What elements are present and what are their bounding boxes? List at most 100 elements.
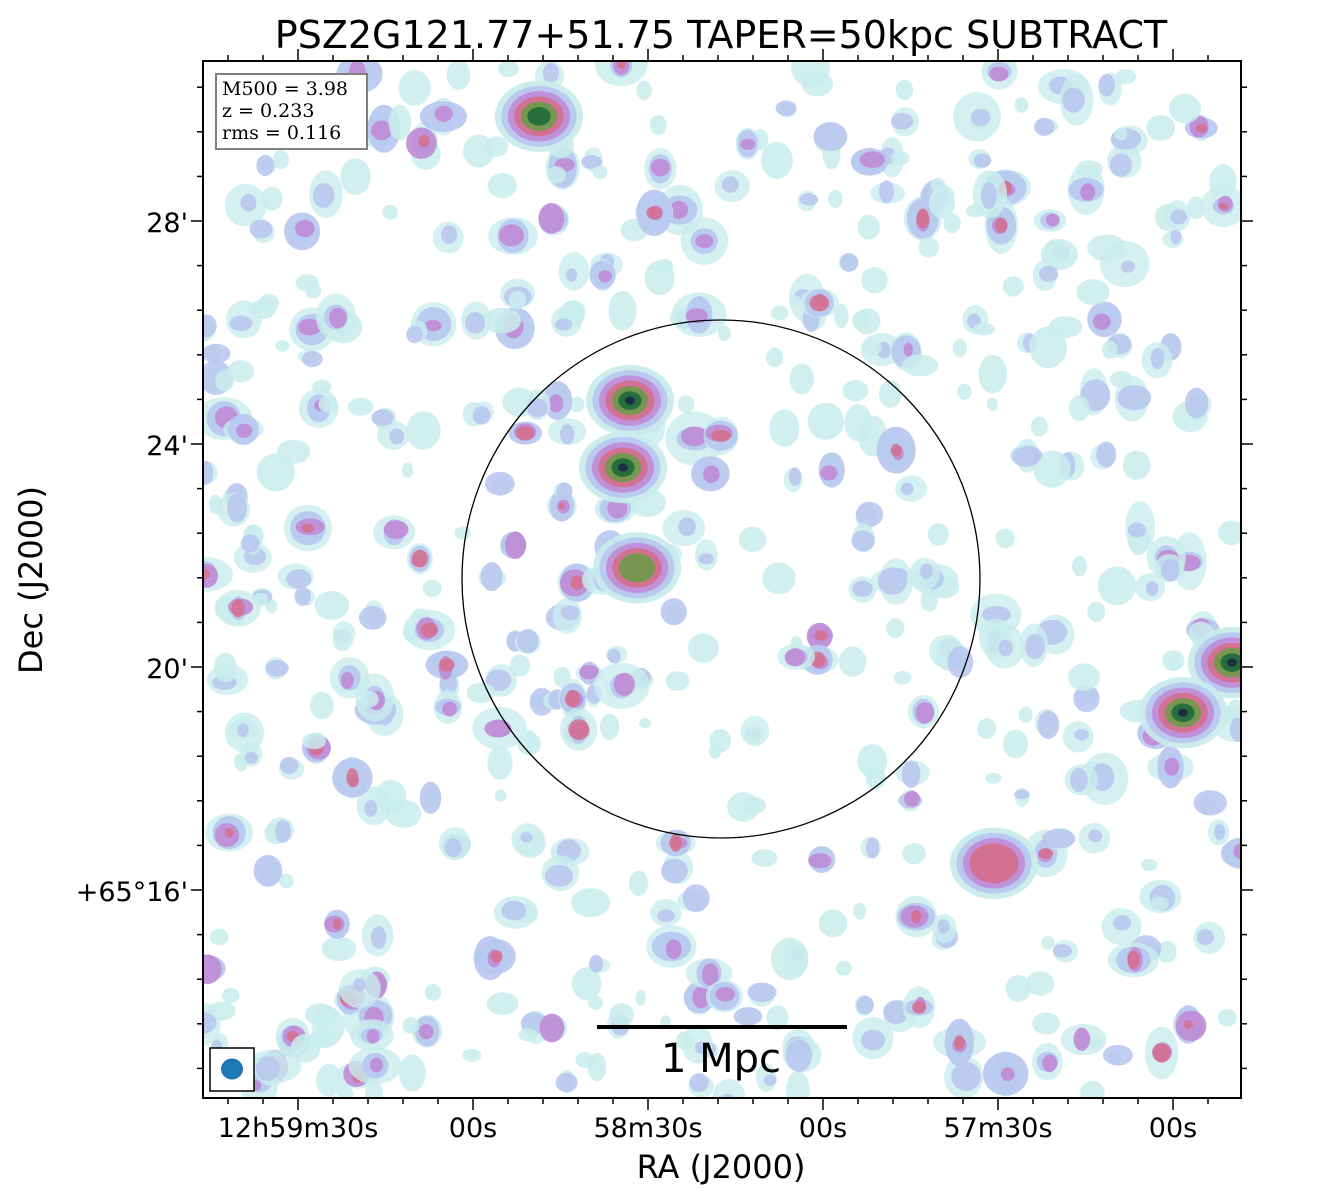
noise-blob	[842, 379, 869, 402]
noise-blob	[985, 772, 1002, 784]
noise-blob	[786, 1070, 810, 1098]
noise-blob	[855, 501, 884, 527]
noise-blob	[1150, 896, 1169, 911]
noise-blob	[213, 652, 238, 683]
noise-blob	[900, 482, 914, 495]
noise-blob	[920, 588, 938, 612]
noise-blob	[1197, 929, 1214, 946]
noise-blob	[835, 960, 852, 976]
noise-blob	[669, 200, 689, 219]
noise-blob	[616, 61, 626, 69]
noise-blob	[918, 237, 939, 258]
noise-blob	[346, 768, 359, 788]
noise-blob	[915, 702, 935, 724]
noise-blob	[893, 671, 912, 685]
noise-blob	[886, 618, 905, 638]
info-box-frame	[215, 73, 368, 150]
noise-blob	[954, 1035, 965, 1050]
noise-blob	[518, 1028, 538, 1042]
noise-blob	[1193, 790, 1227, 816]
noise-blob	[444, 838, 462, 858]
noise-blob	[366, 1028, 380, 1044]
noise-blob	[859, 151, 885, 168]
noise-blob	[857, 214, 880, 240]
noise-blob	[733, 1007, 763, 1026]
noise-blob	[542, 63, 560, 83]
noise-blob	[340, 158, 371, 196]
noise-blob	[751, 849, 778, 867]
noise-blob	[1146, 581, 1159, 597]
noise-blob	[575, 1052, 595, 1068]
noise-blob	[877, 567, 908, 595]
chart-title: PSZ2G121.77+51.75 TAPER=50kpc SUBTRACT	[275, 13, 1168, 57]
noise-blob	[568, 719, 590, 740]
noise-blob	[775, 100, 797, 117]
noise-blob	[904, 790, 920, 807]
noise-blob	[965, 204, 985, 218]
noise-blob	[1034, 117, 1055, 136]
noise-blob	[1000, 1067, 1015, 1082]
noise-blob	[856, 995, 874, 1015]
noise-blob	[295, 219, 315, 238]
noise-blob	[740, 138, 756, 150]
noise-blob	[446, 61, 471, 90]
noise-blob	[635, 989, 646, 1006]
noise-blob	[509, 654, 531, 677]
noise-blob	[1003, 729, 1028, 759]
noise-blob	[711, 429, 731, 442]
noise-blob	[1046, 213, 1060, 227]
x-tick-label: 00s	[449, 1113, 497, 1144]
noise-blob	[766, 1005, 789, 1031]
noise-blob	[853, 902, 867, 920]
noise-blob	[389, 428, 404, 445]
noise-blob	[1038, 265, 1059, 282]
noise-blob	[286, 569, 312, 589]
noise-blob	[980, 182, 997, 210]
source-central-north-lower	[618, 463, 628, 472]
noise-blob	[548, 394, 564, 413]
noise-blob	[501, 900, 527, 921]
noise-blob	[789, 363, 815, 395]
noise-blob	[466, 682, 496, 704]
noise-blob	[657, 909, 675, 923]
noise-blob	[1097, 566, 1137, 606]
noise-blob	[517, 628, 539, 654]
noise-blob	[215, 369, 235, 392]
noise-blob	[789, 295, 802, 307]
noise-blob	[411, 549, 429, 568]
noise-blob	[538, 203, 565, 234]
noise-blob	[665, 671, 690, 691]
noise-blob	[318, 396, 339, 413]
noise-blob	[498, 61, 519, 78]
noise-blob	[364, 799, 378, 817]
noise-blob	[911, 910, 922, 924]
noise-blob	[1183, 1020, 1193, 1029]
noise-blob	[305, 282, 322, 299]
noise-blob	[1195, 123, 1208, 133]
noise-blob	[818, 909, 848, 938]
noise-blob	[1187, 196, 1205, 220]
noise-blob	[321, 936, 357, 962]
noise-blob	[636, 80, 652, 101]
noise-blob	[301, 523, 315, 533]
noise-blob	[669, 834, 682, 852]
noise-blob	[418, 1024, 434, 1040]
noise-blob	[813, 122, 848, 151]
noise-blob	[930, 177, 946, 195]
y-tick-label: 20'	[146, 654, 188, 685]
noise-blob	[952, 338, 967, 358]
x-tick-label: 57m30s	[943, 1113, 1052, 1144]
noise-blob	[1033, 450, 1071, 488]
noise-blob	[661, 858, 688, 884]
noise-blob	[1012, 446, 1041, 467]
x-axis-label: RA (J2000)	[637, 1148, 806, 1186]
noise-blob	[1052, 944, 1072, 958]
noise-blob	[316, 1063, 343, 1097]
noise-blob	[901, 354, 939, 377]
noise-blob	[865, 765, 886, 790]
noise-blob	[927, 523, 950, 546]
noise-blob	[838, 646, 867, 677]
noise-blob	[554, 318, 573, 331]
noise-blob	[527, 398, 548, 418]
noise-blob	[1038, 848, 1054, 859]
